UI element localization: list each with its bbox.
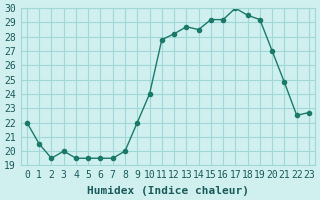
X-axis label: Humidex (Indice chaleur): Humidex (Indice chaleur) bbox=[87, 186, 249, 196]
